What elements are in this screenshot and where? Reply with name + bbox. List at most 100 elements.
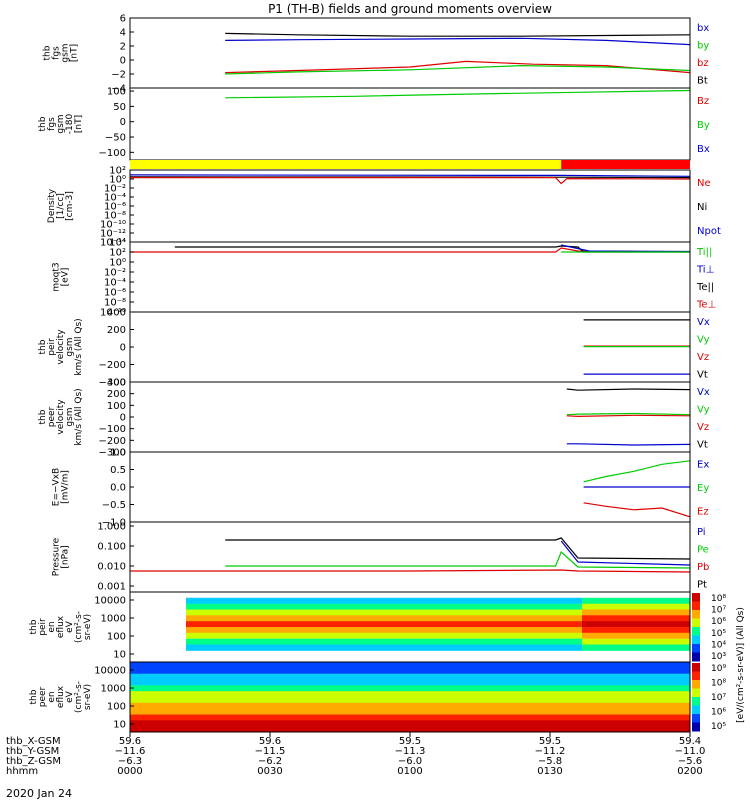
colorbar-segment <box>692 671 700 681</box>
heatmap-cell <box>418 691 423 698</box>
heatmap-cell <box>246 714 251 721</box>
y-axis-label: thb peir velocity gsm km/s (All Qs) <box>38 318 84 375</box>
heatmap-cell <box>586 621 591 628</box>
heatmap-cell <box>342 615 347 622</box>
heatmap-cell <box>658 603 663 610</box>
heatmap-cell <box>514 714 519 721</box>
heatmap-cell <box>514 667 519 675</box>
heatmap-cell <box>466 644 471 651</box>
heatmap-cell <box>202 644 207 651</box>
legend-entry: Te⊥ <box>696 299 716 310</box>
heatmap-cell <box>470 638 475 645</box>
heatmap-cell <box>390 609 395 616</box>
heatmap-cell <box>666 632 671 640</box>
heatmap-cell <box>542 679 547 686</box>
heatmap-cell <box>270 714 275 721</box>
heatmap-cell <box>254 673 259 680</box>
heatmap-cell <box>274 708 279 715</box>
heatmap-cell <box>538 714 543 721</box>
heatmap-cell <box>378 714 383 721</box>
heatmap-cell <box>394 708 399 715</box>
heatmap-cell <box>382 667 387 675</box>
heatmap-cell <box>222 632 227 640</box>
heatmap-cell <box>282 702 287 710</box>
heatmap-cell <box>606 726 611 733</box>
heatmap-cell <box>314 632 319 640</box>
heatmap-cell <box>302 702 307 710</box>
heatmap-cell <box>402 597 407 605</box>
heatmap-cell <box>294 615 299 622</box>
heatmap-cell <box>438 702 443 710</box>
heatmap-cell <box>550 638 555 645</box>
heatmap-cell <box>282 673 287 680</box>
heatmap-cell <box>326 603 331 610</box>
heatmap-cell <box>506 615 511 622</box>
heatmap-cell <box>390 597 395 605</box>
heatmap-cell <box>194 697 199 704</box>
heatmap-cell <box>686 714 691 721</box>
heatmap-cell <box>510 609 515 616</box>
heatmap-cell <box>350 621 355 628</box>
heatmap-cell <box>322 597 327 605</box>
heatmap-cell <box>510 662 515 669</box>
heatmap-cell <box>258 627 263 634</box>
heatmap-cell <box>662 638 667 645</box>
heatmap-cell <box>226 621 231 628</box>
heatmap-cell <box>402 644 407 651</box>
heatmap-cell <box>326 662 331 669</box>
heatmap-cell <box>390 638 395 645</box>
heatmap-cell <box>430 702 435 710</box>
colorbar-segment <box>692 714 700 723</box>
heatmap-cell <box>178 673 183 680</box>
heatmap-cell <box>302 697 307 704</box>
heatmap-cell <box>382 673 387 680</box>
heatmap-cell <box>246 638 251 645</box>
heatmap-cell <box>430 685 435 692</box>
heatmap-cell <box>502 697 507 704</box>
heatmap-cell <box>250 673 255 680</box>
heatmap-cell <box>190 679 195 686</box>
heatmap-cell <box>310 662 315 669</box>
heatmap-cell <box>406 621 411 628</box>
heatmap-cell <box>530 673 535 680</box>
heatmap-cell <box>258 615 263 622</box>
heatmap-cell <box>302 627 307 634</box>
heatmap-cell <box>530 697 535 704</box>
heatmap-cell <box>246 603 251 610</box>
heatmap-cell <box>362 673 367 680</box>
heatmap-cell <box>510 603 515 610</box>
heatmap-cell <box>482 702 487 710</box>
heatmap-cell <box>322 638 327 645</box>
heatmap-cell <box>190 597 195 605</box>
heatmap-cell <box>230 667 235 675</box>
y-axis-label-line: fgs <box>47 117 57 131</box>
heatmap-cell <box>218 708 223 715</box>
heatmap-cell <box>606 702 611 710</box>
heatmap-cell <box>398 621 403 628</box>
heatmap-cell <box>622 685 627 692</box>
heatmap-cell <box>346 609 351 616</box>
heatmap-cell <box>230 627 235 634</box>
heatmap-cell <box>222 691 227 698</box>
heatmap-cell <box>282 662 287 669</box>
heatmap-cell <box>602 702 607 710</box>
x-tick-label: −6.3 <box>118 756 142 767</box>
heatmap-cell <box>182 662 187 669</box>
heatmap-cell <box>366 685 371 692</box>
heatmap-cell <box>402 667 407 675</box>
x-tick-label: 59.6 <box>259 736 281 747</box>
heatmap-cell <box>482 597 487 605</box>
heatmap-cell <box>382 603 387 610</box>
heatmap-cell <box>182 714 187 721</box>
heatmap-cell <box>186 621 191 628</box>
heatmap-cell <box>518 644 523 651</box>
heatmap-cell <box>386 667 391 675</box>
heatmap-cell <box>154 726 159 733</box>
heatmap-cell <box>554 621 559 628</box>
heatmap-cell <box>218 714 223 721</box>
heatmap-cell <box>342 667 347 675</box>
heatmap-cell <box>378 615 383 622</box>
heatmap-cell <box>498 679 503 686</box>
heatmap-cell <box>526 603 531 610</box>
heatmap-cell <box>422 662 427 669</box>
